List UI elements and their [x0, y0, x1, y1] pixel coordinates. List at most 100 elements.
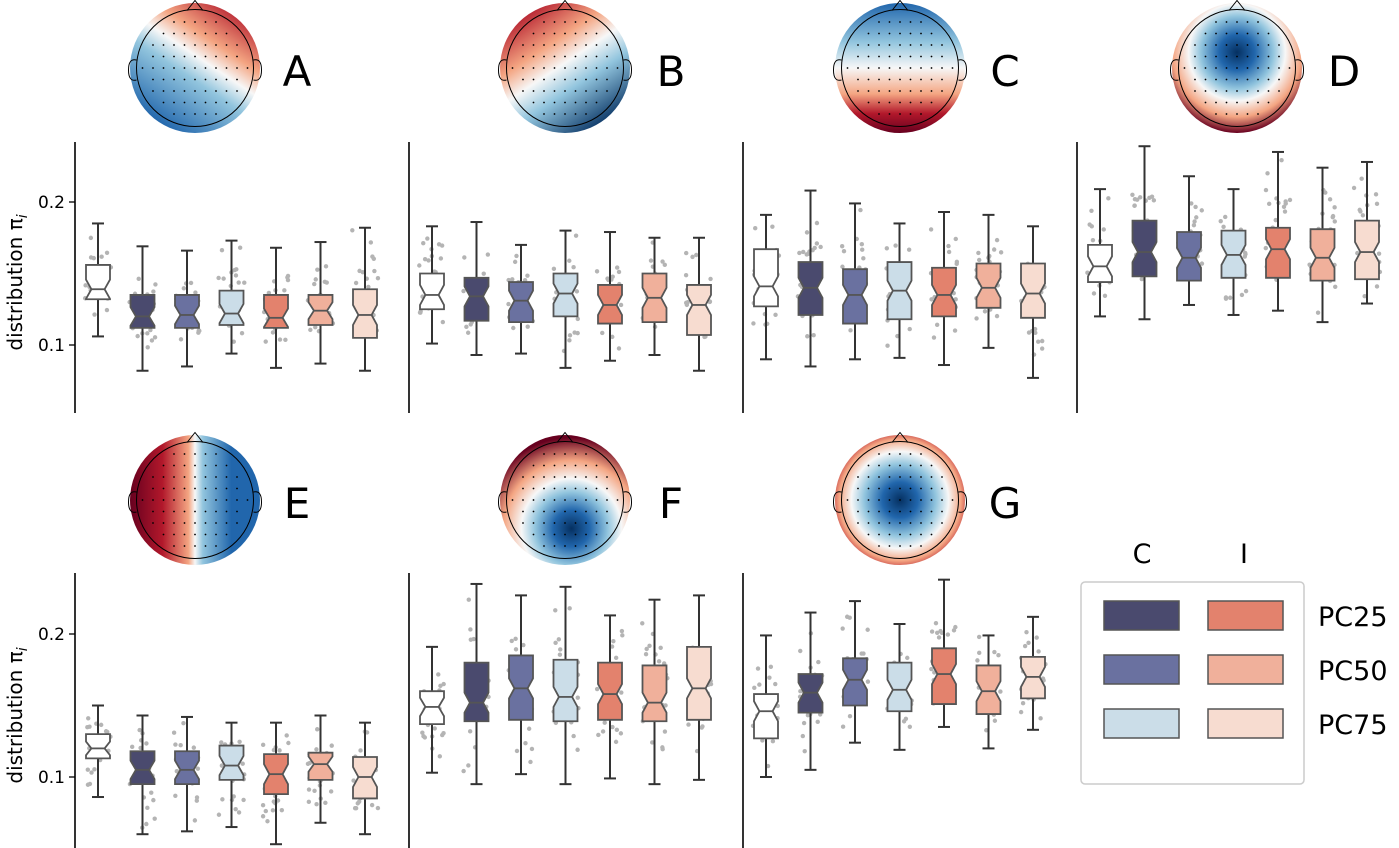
- panel-D: [1076, 142, 1383, 413]
- topomap-sensor: [888, 545, 891, 547]
- topomap-sensor: [867, 32, 870, 35]
- topomap-sensor: [1236, 90, 1238, 92]
- topomap-sensor: [899, 510, 901, 513]
- topomap-sensor: [909, 453, 912, 455]
- box-G-I_PC50: [975, 634, 1003, 750]
- topomap-sensor: [162, 499, 165, 501]
- topomap-sensor: [204, 533, 207, 536]
- data-point: [509, 638, 514, 644]
- data-point: [976, 634, 982, 640]
- topomap-head-outline: [841, 441, 959, 559]
- topomap-sensor: [564, 32, 566, 35]
- data-point: [551, 266, 557, 272]
- topomap-sensor: [564, 522, 566, 524]
- data-point: [1360, 213, 1366, 218]
- topomap-sensor: [857, 499, 859, 501]
- data-point: [800, 733, 806, 739]
- topomap-sensor: [236, 78, 238, 81]
- data-point: [553, 608, 558, 613]
- topomap-sensor: [1194, 55, 1196, 58]
- topomap-sensor: [194, 453, 196, 455]
- topomap-sensor: [225, 533, 228, 536]
- topomap-sensor: [606, 476, 608, 478]
- topomap-sensor: [1236, 32, 1238, 35]
- topomap-sensor: [888, 90, 891, 92]
- topomap-sensor: [564, 55, 566, 58]
- topomap-sensor: [585, 21, 587, 23]
- data-point: [905, 655, 910, 661]
- topomap-sensor: [152, 499, 154, 501]
- topomap-sensor: [183, 44, 186, 46]
- topomap-sensor: [543, 32, 545, 35]
- topomap-sensor: [857, 522, 859, 524]
- topomap-sensor: [1204, 78, 1207, 81]
- topomap-sensor: [930, 510, 933, 513]
- topomap-sensor: [204, 476, 207, 478]
- topomap-head-outline: [506, 441, 624, 559]
- topomap-sensor: [941, 55, 943, 58]
- topomap-nose: [891, 0, 909, 11]
- data-point: [1192, 219, 1197, 224]
- data-point: [600, 729, 606, 734]
- data-point: [991, 247, 997, 252]
- topomap-sensor: [194, 533, 196, 536]
- topomap-sensor: [215, 44, 217, 46]
- data-point: [323, 264, 329, 269]
- data-point: [263, 808, 268, 814]
- data-point: [145, 805, 150, 811]
- topomap-sensor: [215, 510, 217, 513]
- data-point: [312, 788, 317, 794]
- topomap-sensor: [909, 90, 912, 92]
- topomap-sensor: [1236, 67, 1238, 69]
- topomap-sensor: [553, 476, 556, 478]
- topomap-sensor: [522, 476, 524, 478]
- data-point: [1362, 293, 1367, 299]
- topomap-sensor: [225, 90, 228, 92]
- data-point: [440, 319, 446, 325]
- topomap-sensor: [204, 510, 207, 513]
- box-G-baseline: [750, 634, 780, 778]
- box-B-C_PC50: [506, 243, 536, 355]
- topomap-ear-left: [832, 491, 842, 513]
- data-point: [242, 280, 247, 285]
- topomap-sensor: [1215, 55, 1217, 58]
- data-point: [848, 328, 853, 333]
- topomap-sensor: [1267, 32, 1270, 35]
- data-point: [839, 244, 845, 249]
- data-point: [151, 797, 156, 803]
- topomap-sensor: [141, 67, 144, 69]
- box-body: [263, 294, 289, 329]
- topomap-sensor: [1204, 90, 1207, 92]
- legend-swatch-i-pc75: [1207, 708, 1284, 739]
- data-point: [467, 729, 473, 734]
- topomap-sensor: [204, 44, 207, 46]
- data-point: [934, 630, 940, 635]
- data-point: [611, 639, 616, 644]
- topomap-sensor: [930, 90, 933, 92]
- topomap-sensor: [532, 499, 535, 501]
- legend-row-label-pc25: PC25: [1318, 602, 1388, 633]
- topomap-sensor: [162, 476, 165, 478]
- topomap-sensor: [1267, 101, 1270, 104]
- topomap-sensor: [215, 453, 217, 455]
- data-point: [1221, 224, 1226, 229]
- topomap-sensor: [888, 55, 891, 58]
- box-G-C_PC50: [840, 600, 871, 744]
- topomap-nose: [891, 431, 909, 443]
- data-point: [567, 606, 572, 611]
- topomap-sensor: [225, 487, 228, 490]
- data-point: [1033, 330, 1038, 336]
- topomap-sensor: [1236, 21, 1238, 23]
- topomap-sensor: [899, 32, 901, 35]
- data-point: [513, 636, 518, 642]
- topomap-sensor: [215, 545, 217, 547]
- topomap-sensor: [215, 55, 217, 58]
- topomap-sensor: [532, 533, 535, 536]
- topomap-sensor: [152, 476, 154, 478]
- data-point: [103, 729, 109, 734]
- data-point: [86, 716, 91, 721]
- topomap-sensor: [1246, 90, 1249, 92]
- topomap-B: [497, 0, 633, 133]
- box-body: [174, 750, 200, 786]
- topomap-sensor: [867, 487, 870, 490]
